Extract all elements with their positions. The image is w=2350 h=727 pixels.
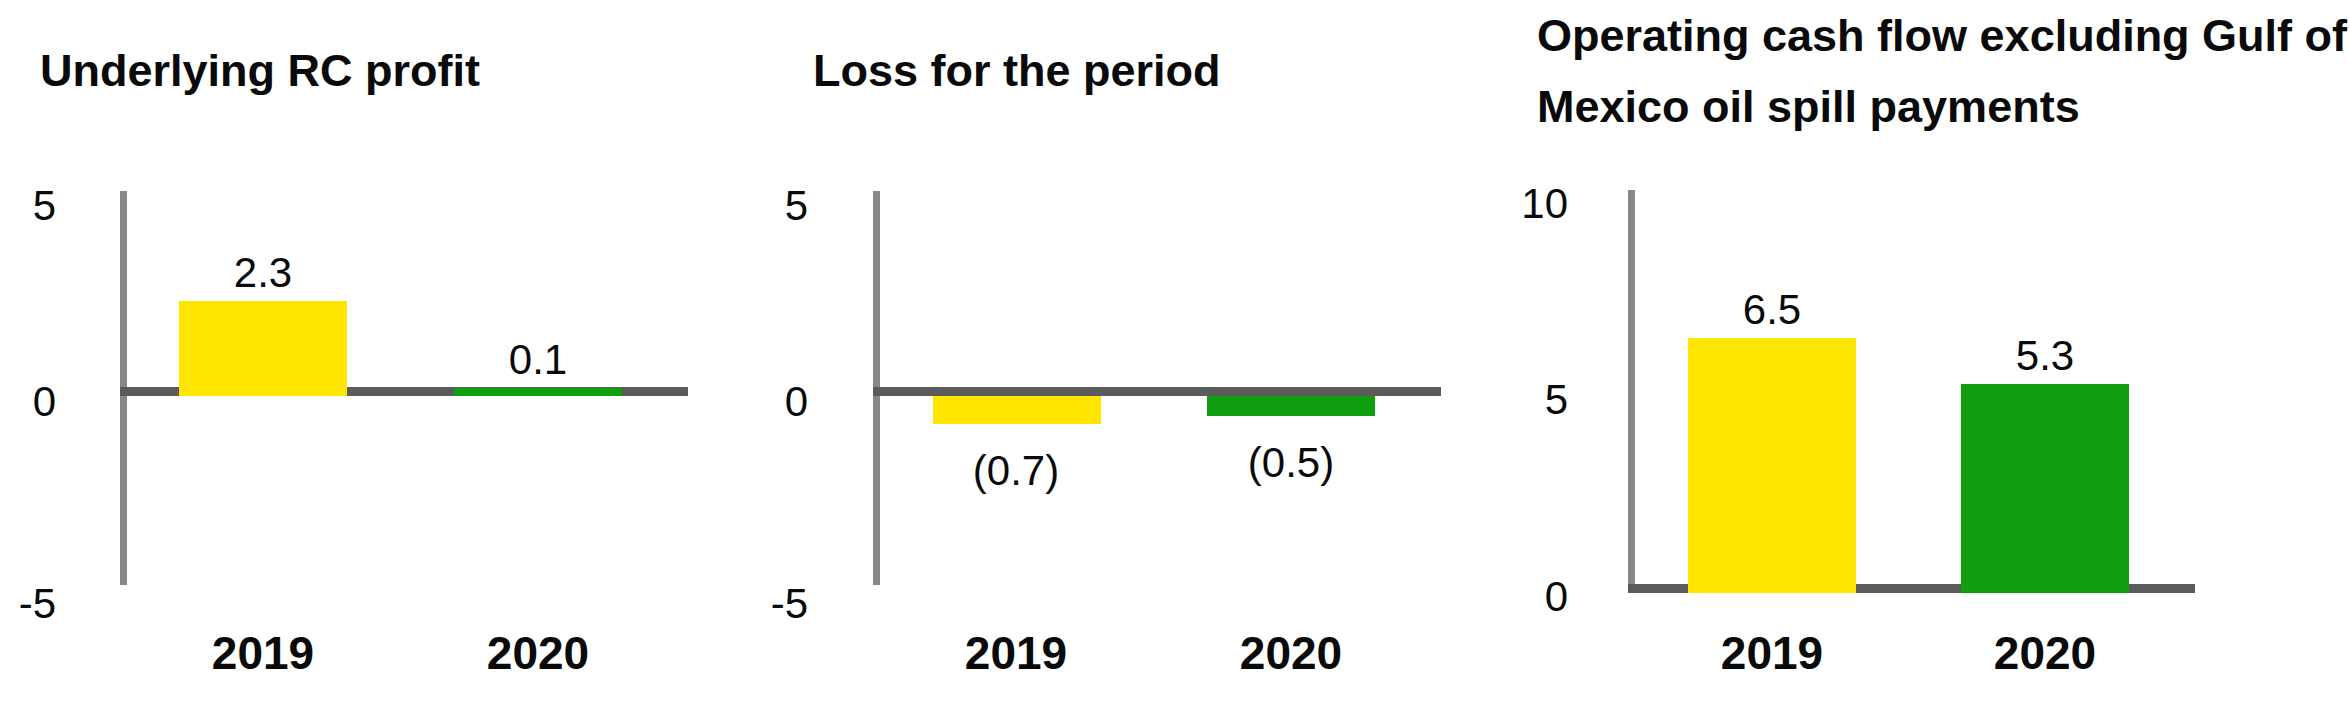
charts-panel: Underlying RC profit 5 0 -5 2.3 0.1 2019… <box>0 0 2350 727</box>
bar-value-label: 2.3 <box>234 247 292 299</box>
y-axis-tick-label: 5 <box>752 180 808 232</box>
y-axis-tick-label: -5 <box>0 578 56 630</box>
bar-2019 <box>933 396 1101 424</box>
y-axis-tick-label: -5 <box>752 578 808 630</box>
bar-value-label: (0.7) <box>973 445 1059 497</box>
y-axis-tick-label: 0 <box>0 376 56 428</box>
y-axis-tick-label: 5 <box>0 180 56 232</box>
bar-value-label: 0.1 <box>509 334 567 386</box>
zero-baseline <box>873 387 1441 396</box>
bar-2020 <box>454 388 622 396</box>
y-axis-line <box>1628 190 1635 593</box>
bar-2020 <box>1961 384 2129 593</box>
bar-2020 <box>1207 396 1375 416</box>
bar-value-label: 6.5 <box>1743 284 1801 336</box>
bar-2019 <box>1688 338 1856 593</box>
bar-value-label: 5.3 <box>2016 330 2074 382</box>
y-axis-tick-label: 0 <box>752 376 808 428</box>
chart-title: Loss for the period <box>813 35 1221 106</box>
x-axis-category-label: 2020 <box>1240 627 1342 679</box>
chart-title-line: Underlying RC profit <box>40 35 480 106</box>
chart-title-line: Loss for the period <box>813 35 1221 106</box>
x-axis-category-label: 2019 <box>1721 627 1823 679</box>
y-axis-tick-label: 5 <box>1512 374 1568 426</box>
chart-title-line: Mexico oil spill payments <box>1537 71 2347 142</box>
bar-value-label: (0.5) <box>1248 437 1334 489</box>
bar-2019 <box>179 301 347 396</box>
chart-title: Underlying RC profit <box>40 35 480 106</box>
y-axis-tick-label: 0 <box>1512 571 1568 623</box>
chart-title-line: Operating cash flow excluding Gulf of <box>1537 0 2347 71</box>
x-axis-category-label: 2019 <box>965 627 1067 679</box>
x-axis-category-label: 2020 <box>1994 627 2096 679</box>
x-axis-category-label: 2020 <box>487 627 589 679</box>
chart-title: Operating cash flow excluding Gulf of Me… <box>1537 0 2347 142</box>
x-axis-category-label: 2019 <box>212 627 314 679</box>
y-axis-tick-label: 10 <box>1512 178 1568 230</box>
